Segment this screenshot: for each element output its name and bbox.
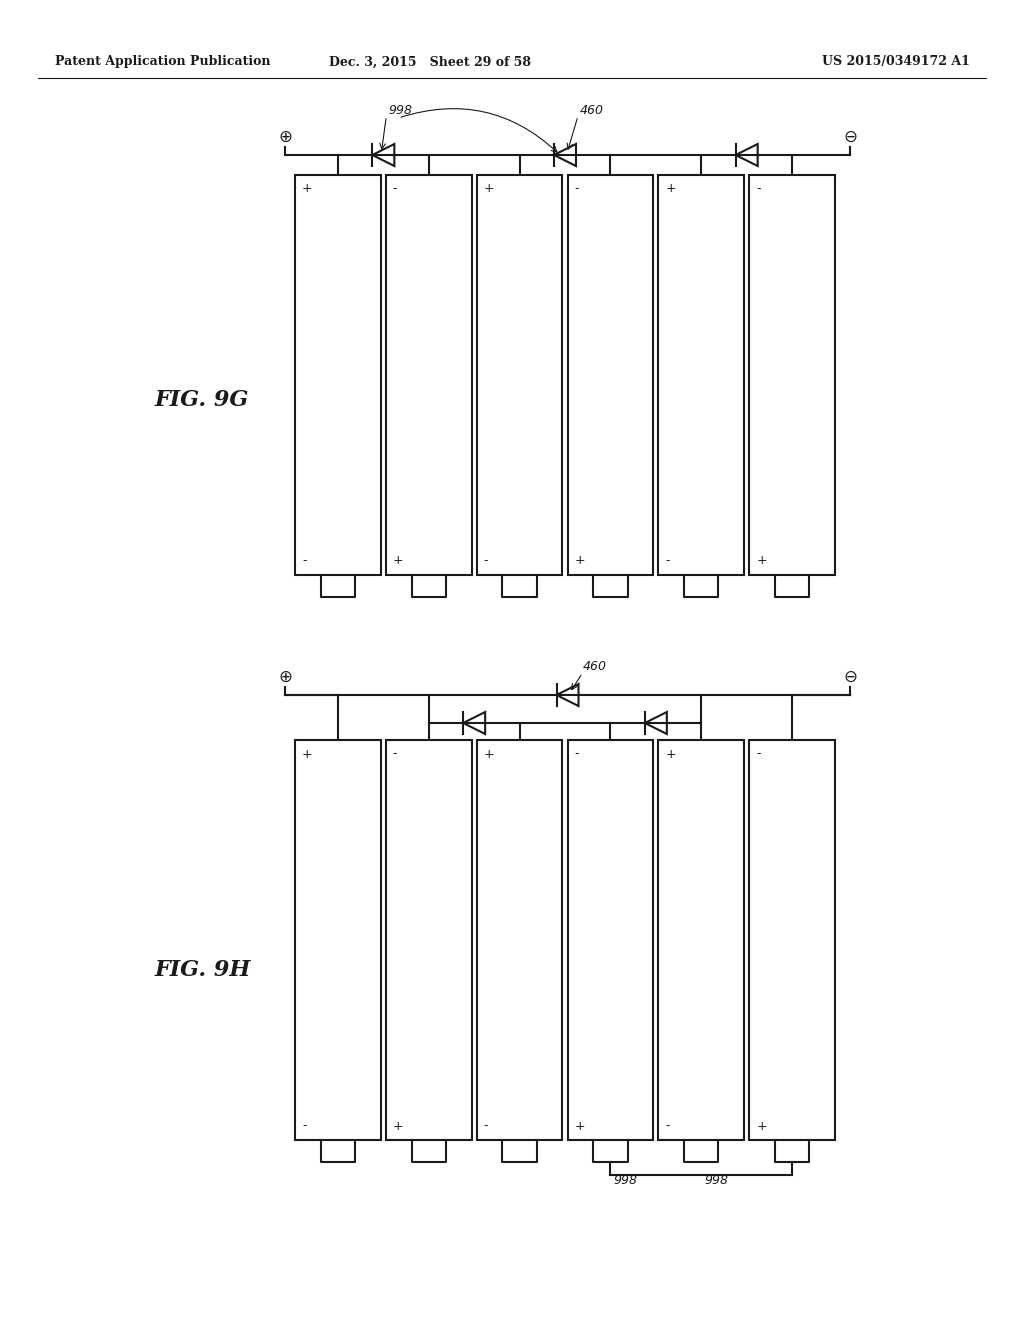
Text: +: + (393, 554, 403, 568)
Polygon shape (645, 711, 667, 734)
Text: +: + (393, 1119, 403, 1133)
Polygon shape (463, 711, 485, 734)
Text: FIG. 9G: FIG. 9G (155, 389, 250, 411)
Text: -: - (483, 554, 488, 568)
Text: 460: 460 (580, 103, 604, 116)
Polygon shape (554, 144, 575, 166)
Text: +: + (756, 1119, 767, 1133)
Text: +: + (574, 1119, 585, 1133)
Polygon shape (735, 144, 758, 166)
Text: +: + (302, 747, 312, 760)
Bar (476, 176, 562, 576)
Text: 998: 998 (705, 1173, 728, 1187)
Bar (567, 741, 653, 1140)
Text: Dec. 3, 2015   Sheet 29 of 58: Dec. 3, 2015 Sheet 29 of 58 (329, 55, 531, 69)
Text: FIG. 9H: FIG. 9H (155, 960, 251, 981)
Text: $\oplus$: $\oplus$ (278, 668, 292, 686)
Text: -: - (756, 747, 761, 760)
Text: $\ominus$: $\ominus$ (843, 128, 857, 147)
Text: +: + (483, 182, 495, 195)
Text: -: - (302, 1119, 306, 1133)
Text: -: - (393, 747, 397, 760)
Text: US 2015/0349172 A1: US 2015/0349172 A1 (822, 55, 970, 69)
Bar (295, 176, 381, 576)
Text: +: + (666, 182, 676, 195)
Text: -: - (666, 554, 670, 568)
Text: -: - (756, 182, 761, 195)
Bar (295, 741, 381, 1140)
Text: +: + (483, 747, 495, 760)
Bar (750, 741, 835, 1140)
Text: -: - (302, 554, 306, 568)
Text: Patent Application Publication: Patent Application Publication (55, 55, 270, 69)
Text: -: - (574, 182, 579, 195)
Text: 460: 460 (583, 660, 606, 673)
Text: +: + (574, 554, 585, 568)
Text: $\oplus$: $\oplus$ (278, 128, 292, 147)
Text: 998: 998 (613, 1173, 637, 1187)
Polygon shape (556, 684, 579, 706)
Bar (386, 176, 472, 576)
Text: +: + (756, 554, 767, 568)
Text: $\ominus$: $\ominus$ (843, 668, 857, 686)
Polygon shape (373, 144, 394, 166)
Bar (386, 741, 472, 1140)
Text: -: - (393, 182, 397, 195)
Bar (476, 741, 562, 1140)
Text: -: - (483, 1119, 488, 1133)
Text: -: - (574, 747, 579, 760)
Text: 998: 998 (388, 103, 413, 116)
Bar (658, 176, 744, 576)
Text: +: + (302, 182, 312, 195)
Text: +: + (666, 747, 676, 760)
Bar (658, 741, 744, 1140)
Text: -: - (666, 1119, 670, 1133)
Bar (567, 176, 653, 576)
Bar (750, 176, 835, 576)
